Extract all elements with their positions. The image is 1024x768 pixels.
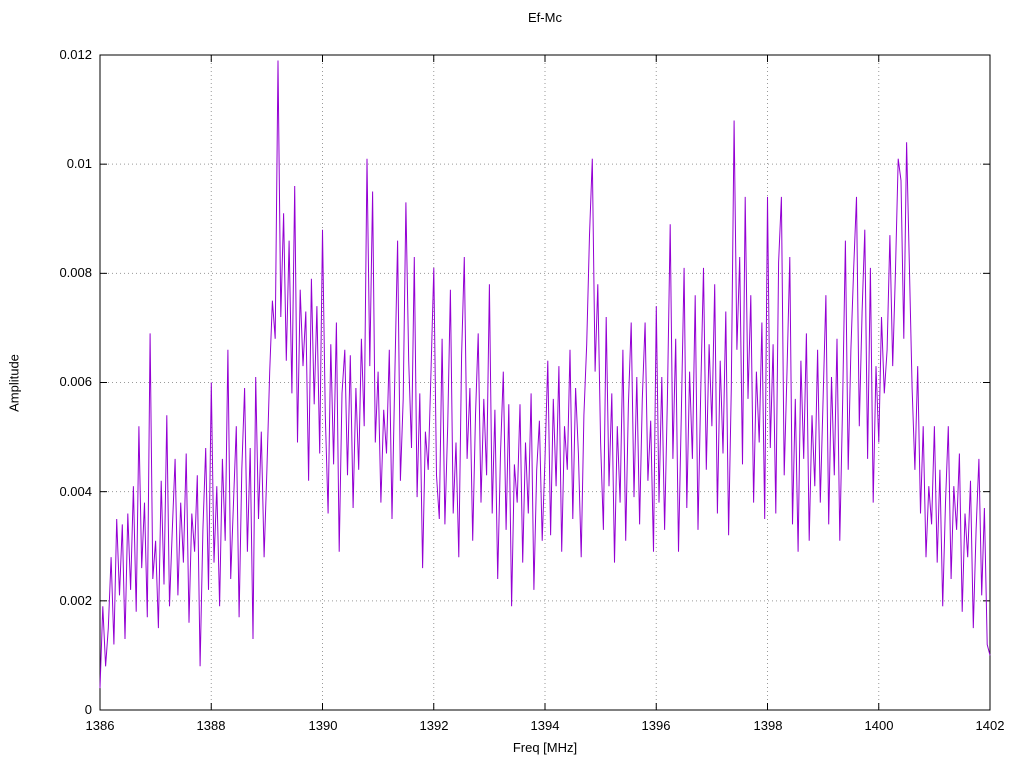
x-tick-label: 1396 [641, 718, 671, 733]
x-tick-label: 1388 [196, 718, 226, 733]
y-tick-label: 0 [84, 702, 92, 717]
y-tick-label: 0.002 [59, 593, 92, 608]
x-tick-label: 1392 [419, 718, 449, 733]
x-axis-label: Freq [MHz] [512, 740, 578, 755]
x-tick-label: 1402 [975, 718, 1005, 733]
x-tick-label: 1400 [864, 718, 894, 733]
x-tick-label: 1398 [753, 718, 783, 733]
x-tick-label: 1386 [85, 718, 115, 733]
x-tick-label: 1390 [308, 718, 338, 733]
y-tick-label: 0.012 [59, 47, 92, 62]
y-tick-label: 0.004 [59, 484, 92, 499]
y-tick-label: 0.008 [59, 265, 92, 280]
chart-title: Ef-Mc [528, 10, 562, 25]
y-tick-label: 0.006 [59, 374, 92, 389]
x-tick-label: 1394 [530, 718, 560, 733]
y-tick-label: 0.01 [66, 156, 92, 171]
